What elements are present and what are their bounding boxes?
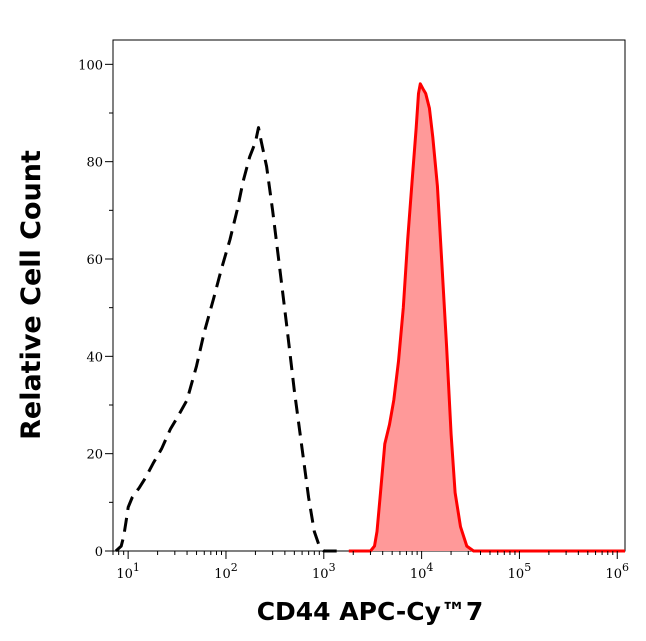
series-2-line — [348, 82, 625, 553]
series-2-area — [348, 83, 625, 552]
x-tick-label: 102 — [214, 561, 238, 582]
x-tick-label: 101 — [116, 561, 140, 582]
y-tick-label: 40 — [86, 350, 103, 365]
x-tick-label: 105 — [508, 561, 532, 582]
y-tick-label: 20 — [86, 448, 103, 463]
x-axis-title: CD44 APC-Cy™7 — [257, 597, 484, 626]
x-tick-label: 106 — [605, 561, 629, 582]
y-tick-label: 0 — [95, 545, 103, 560]
plot-frame — [112, 39, 626, 552]
y-tick-label: 60 — [86, 253, 103, 268]
x-tick-label: 103 — [312, 561, 336, 582]
x-tick-label: 104 — [410, 561, 434, 582]
series-1-line — [114, 126, 344, 553]
y-axis-title: Relative Cell Count — [16, 150, 47, 440]
y-tick-label: 100 — [78, 58, 103, 73]
y-tick-label: 80 — [86, 156, 103, 171]
